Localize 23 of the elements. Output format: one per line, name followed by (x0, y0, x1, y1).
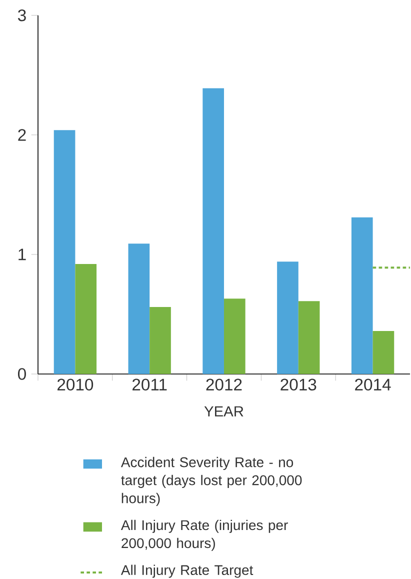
bar (75, 264, 97, 374)
legend-label: All Injury Rate (injuries per 200,000 hours) (120, 520, 288, 551)
bar (54, 130, 76, 374)
x-tick-label: 2012 (206, 378, 242, 391)
x-tick-label: 2011 (132, 378, 167, 391)
bar (298, 301, 320, 374)
x-axis-title: YEAR (204, 406, 244, 416)
y-tick-label: 1 (18, 248, 26, 260)
legend-label: All Injury Rate Target (120, 564, 254, 578)
bar (202, 88, 224, 374)
bar (277, 262, 298, 374)
y-tick-label: 2 (18, 129, 26, 141)
x-tick-label: 2014 (355, 378, 391, 391)
bar (351, 217, 373, 374)
bar (224, 298, 246, 374)
bar (150, 307, 171, 374)
bar (372, 330, 394, 374)
x-tick-label: 2013 (280, 378, 316, 391)
legend-label: Accident Severity Rate - no target (days lost per 200,000 hours) (120, 456, 302, 506)
bar (128, 244, 150, 374)
y-tick-label: 3 (18, 9, 26, 22)
x-tick-label: 2010 (57, 378, 94, 391)
y-tick-label: 0 (18, 368, 26, 380)
